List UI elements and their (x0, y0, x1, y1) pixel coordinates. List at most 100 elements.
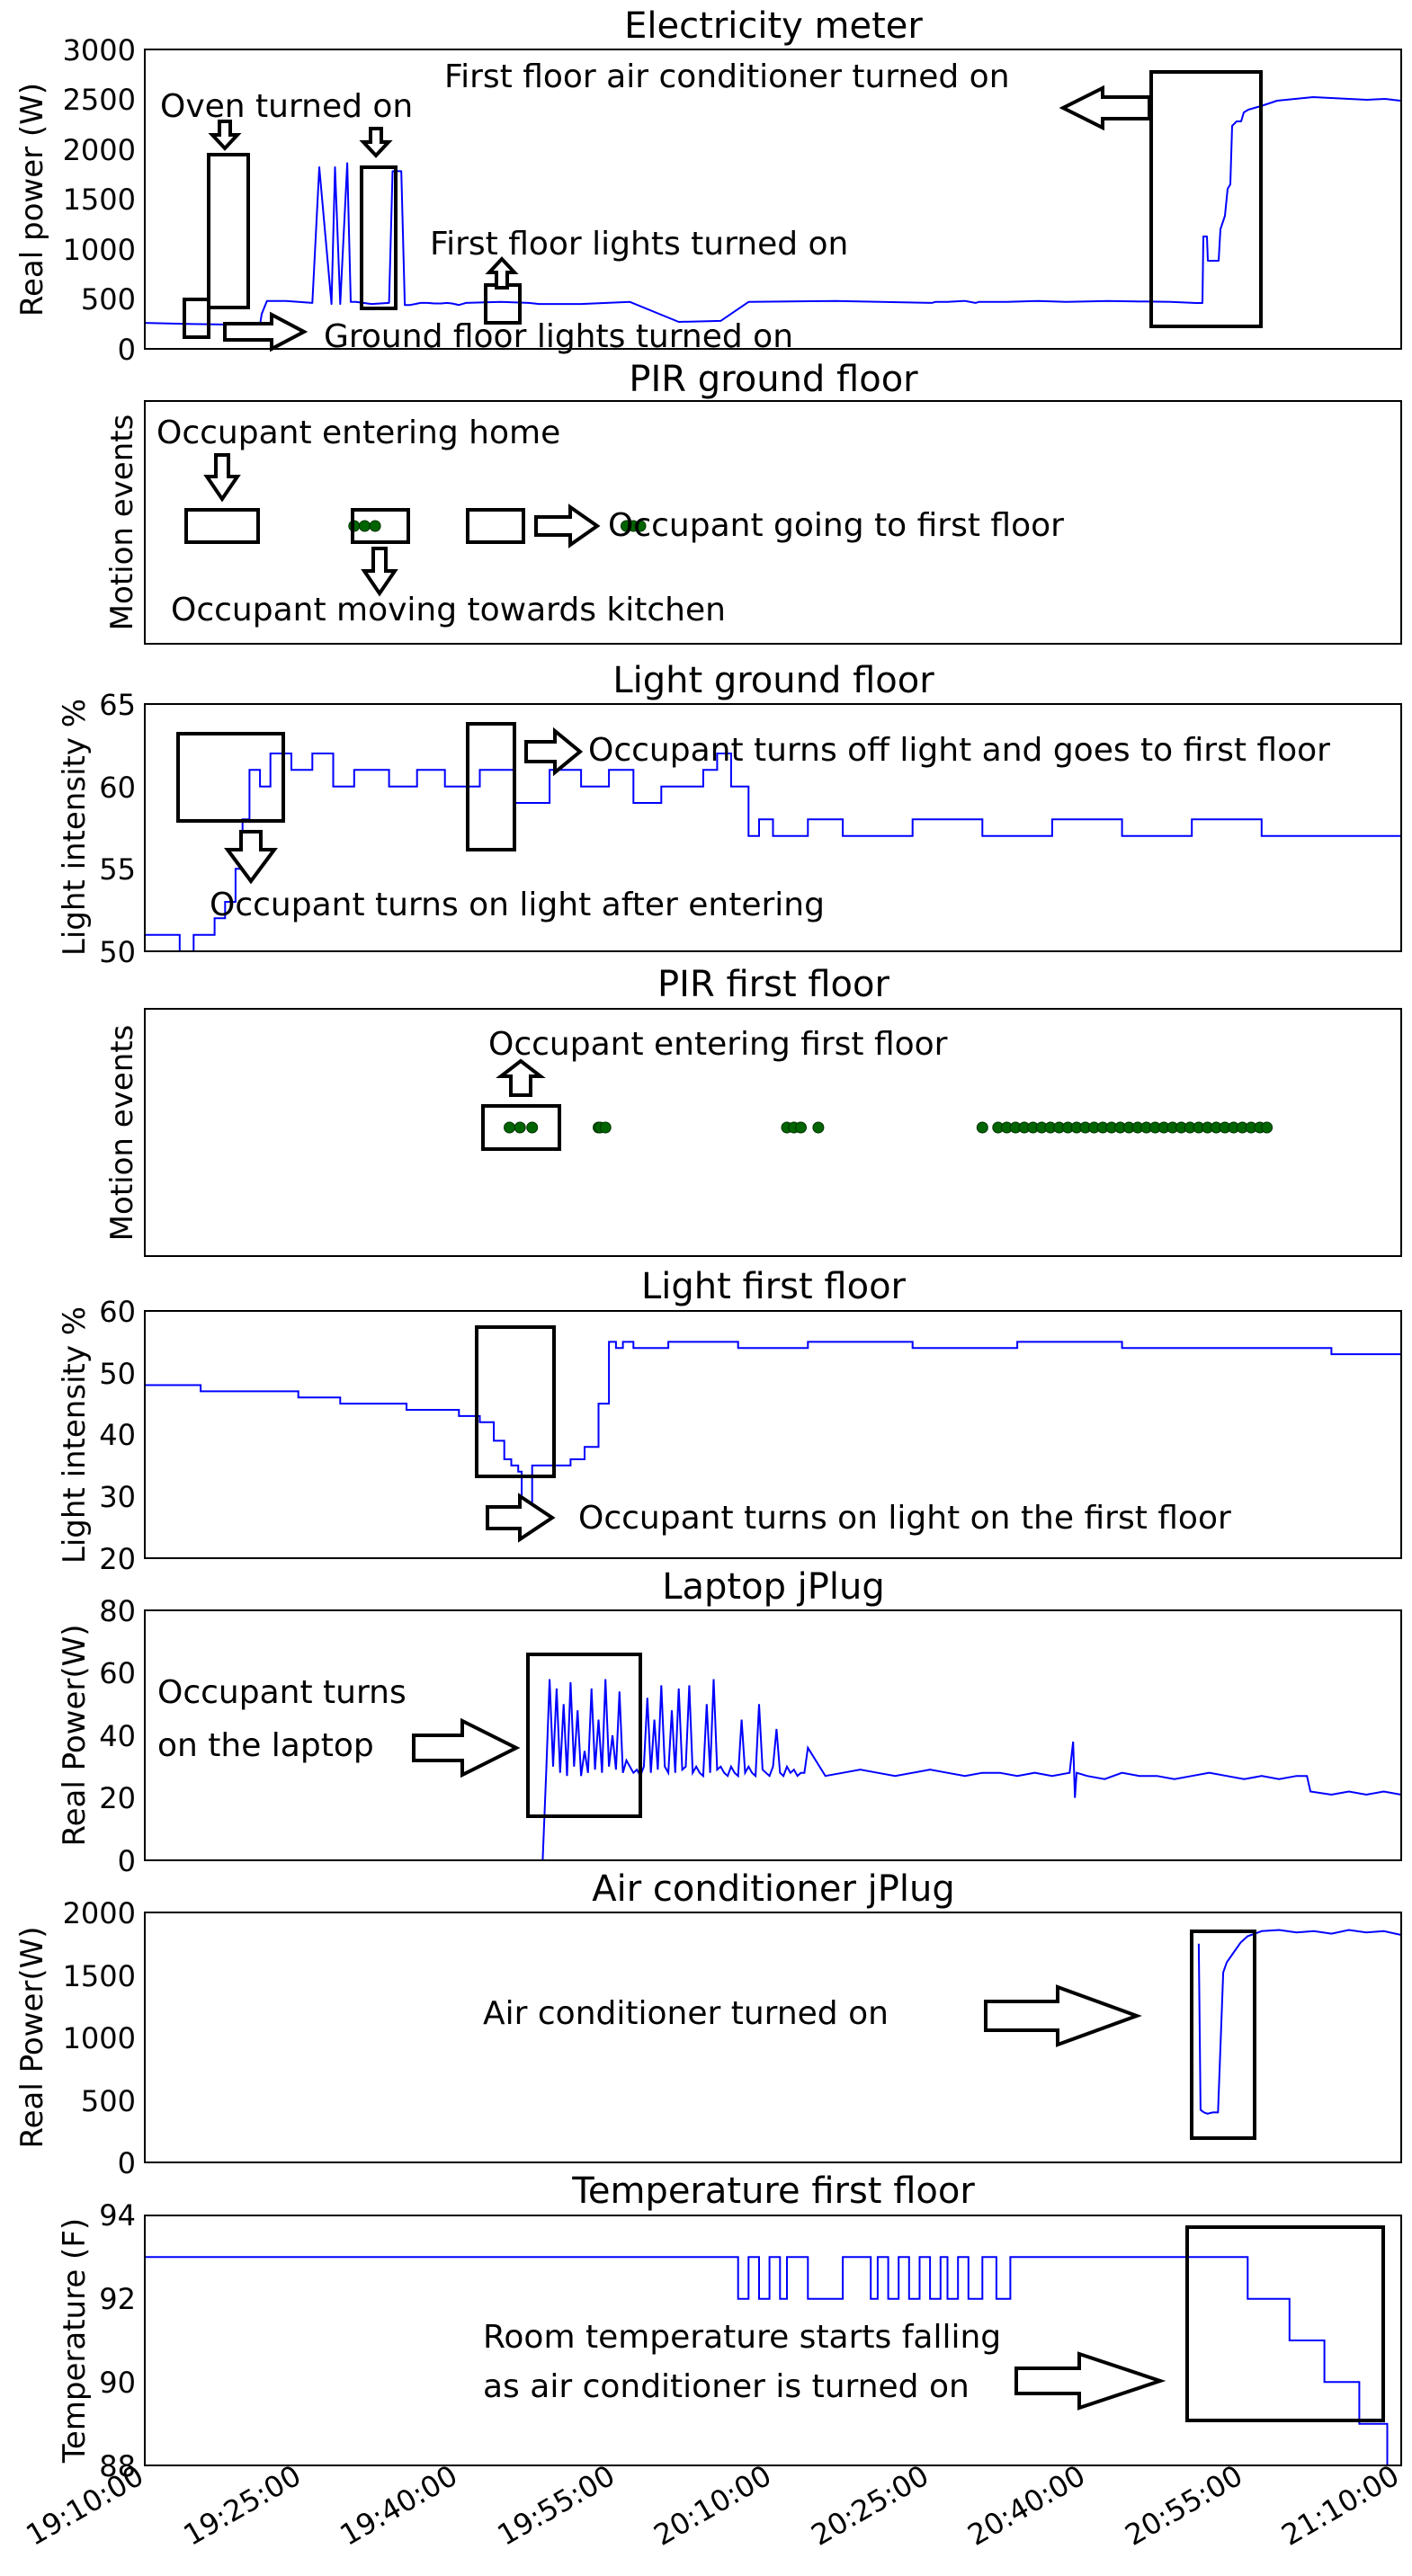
panel-title: Air conditioner jPlug (592, 1868, 954, 1910)
annotation-light-on: Occupant turns on light after entering (210, 887, 825, 923)
panel-ac-jplug: Air conditioner jPlug Real Power(W) 0 50… (14, 1868, 1402, 2180)
motion-event-point (369, 520, 381, 532)
y-tick-label: 92 (99, 2282, 136, 2316)
series-line-light-first (145, 1341, 1401, 1522)
annotation-first-lights: First floor lights turned on (430, 226, 848, 263)
annotation-entering-first: Occupant entering first floor (488, 1026, 948, 1063)
annotation-entering: Occupant entering home (156, 414, 560, 451)
panel-pir-first-floor: PIR first floor Motion events Occupant e… (104, 964, 1402, 1257)
y-tick-label: 40 (99, 1418, 136, 1452)
y-tick-label: 3000 (63, 33, 136, 67)
motion-event-point (812, 1121, 825, 1134)
x-tick-label: 19:55:00 (492, 2458, 621, 2553)
annotation-arrows (208, 85, 1151, 352)
panel-title: Light first floor (641, 1266, 907, 1307)
y-axis-label: Real Power(W) (57, 1624, 93, 1846)
box-oven-1 (207, 153, 250, 309)
panel-title: Light ground floor (612, 660, 934, 701)
y-tick-label: 2500 (63, 83, 136, 117)
y-tick-label: 0 (118, 333, 136, 367)
annotation-boxes (176, 722, 516, 851)
motion-event-point (599, 1121, 612, 1134)
box-ac-on (1190, 1930, 1256, 2140)
box-oven-2 (360, 165, 398, 310)
scatter-points (504, 1121, 1273, 1134)
arrow-down-icon (203, 453, 241, 503)
y-axis-label: Light intensity % (57, 699, 93, 956)
panel-light-first-floor: Light first floor Light intensity % 20 3… (57, 1266, 1402, 1576)
x-tick-label: 20:55:00 (1120, 2458, 1248, 2553)
arrow-left-icon (1059, 85, 1151, 131)
panel-title: Laptop jPlug (662, 1566, 885, 1608)
annotation-arrows (203, 453, 601, 597)
motion-event-point (634, 520, 647, 532)
panel-title: PIR first floor (657, 964, 889, 1005)
arrow-right-icon (984, 1984, 1142, 2047)
arrow-down-icon (208, 120, 242, 151)
box-light-on (176, 732, 285, 823)
frame (144, 1008, 1402, 1257)
x-tick-label: 20:40:00 (962, 2458, 1091, 2553)
annotation-ground-lights: Ground floor lights turned on (324, 318, 793, 355)
y-tick-labels: 0 500 1000 1500 2000 (63, 1896, 136, 2180)
frame (144, 400, 1402, 645)
y-axis-label: Light intensity % (57, 1306, 93, 1564)
y-tick-label: 60 (99, 1656, 136, 1690)
frame (144, 2215, 1402, 2466)
annotation-going-first: Occupant going to first floor (608, 507, 1064, 544)
x-tick-label: 21:10:00 (1276, 2458, 1405, 2553)
box-kitchen (351, 508, 410, 544)
annotation-laptop-2: on the laptop (157, 1727, 374, 1764)
y-tick-label: 50 (99, 1357, 136, 1391)
series-line-ac (1197, 1929, 1401, 2115)
box-ac (1149, 70, 1263, 328)
motion-event-point (1261, 1121, 1273, 1134)
box-temp-fall (1185, 2225, 1385, 2422)
series-line-electricity-ac (1196, 96, 1401, 304)
box-light-off (466, 722, 516, 851)
x-tick-labels: 19:10:00 19:25:00 19:40:00 19:55:00 20:1… (21, 2458, 1405, 2553)
series-line-temperature (145, 2256, 1401, 2465)
y-tick-labels: 88 90 92 94 (99, 2198, 136, 2483)
y-tick-labels: 0 500 1000 1500 2000 2500 3000 (63, 33, 136, 367)
arrow-down-icon (224, 830, 278, 885)
y-axis-label: Real power (W) (14, 83, 50, 316)
frame (144, 1912, 1402, 2163)
panel-pir-ground-floor: PIR ground floor Motion events Occupant … (104, 359, 1402, 645)
frame (144, 703, 1402, 952)
y-tick-label: 1500 (63, 1959, 136, 1993)
box-entering (184, 508, 260, 544)
y-tick-label: 2000 (63, 1896, 136, 1930)
annotation-temp-1: Room temperature starts falling (483, 2319, 1001, 2356)
arrow-right-icon (223, 311, 308, 352)
y-tick-label: 500 (81, 282, 136, 316)
y-axis-label: Temperature (F) (57, 2218, 93, 2464)
arrow-right-icon (412, 1717, 521, 1778)
motion-event-point (359, 520, 371, 532)
panel-title: Temperature first floor (571, 2170, 975, 2212)
annotation-arrows (224, 726, 584, 885)
box-entering-first (481, 1104, 561, 1151)
panel-title: PIR ground floor (629, 359, 918, 400)
series-line-laptop (541, 1679, 1401, 1860)
arrow-right-icon (534, 504, 601, 548)
annotation-oven: Oven turned on (160, 88, 413, 125)
panel-temperature: Temperature first floor Temperature (F) … (21, 2170, 1405, 2553)
x-tick-label: 19:40:00 (335, 2458, 463, 2553)
y-axis-label: Real Power(W) (14, 1926, 50, 2148)
box-first-lights (484, 283, 522, 325)
y-tick-label: 65 (99, 688, 136, 722)
arrow-up-icon (485, 256, 519, 290)
y-tick-label: 20 (99, 1542, 136, 1576)
y-tick-label: 88 (99, 2449, 136, 2483)
y-tick-label: 30 (99, 1480, 136, 1514)
y-tick-label: 40 (99, 1719, 136, 1753)
annotation-laptop-1: Occupant turns (157, 1674, 407, 1711)
arrow-down-icon (359, 127, 393, 158)
y-tick-label: 20 (99, 1781, 136, 1815)
box-ground-light (183, 298, 210, 339)
annotation-boxes (183, 70, 1263, 339)
y-tick-labels: 0 20 40 60 80 (99, 1594, 136, 1878)
arrow-right-icon (486, 1493, 556, 1543)
